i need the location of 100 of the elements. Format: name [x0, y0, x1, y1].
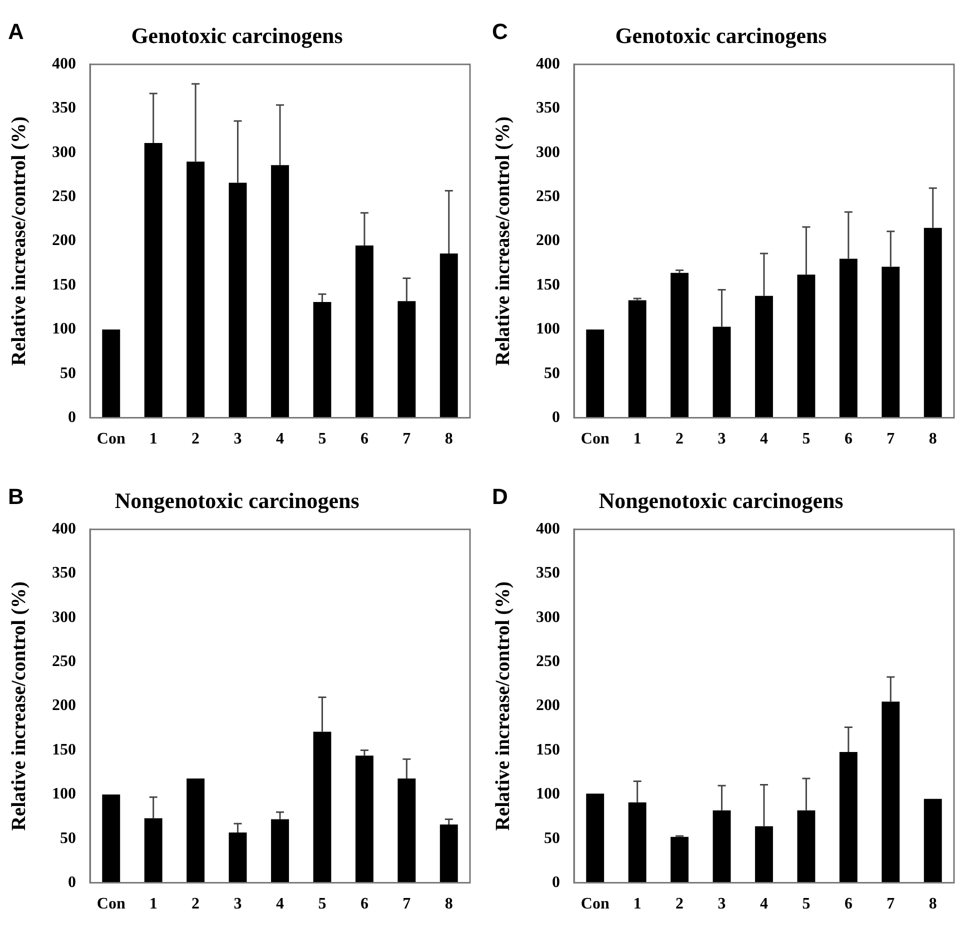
y-tick-label: 200: [52, 697, 76, 714]
x-tick-label: 8: [444, 430, 453, 448]
x-tick-label: 5: [318, 896, 326, 913]
text: A: [8, 19, 24, 44]
text: D: [492, 484, 508, 510]
y-tick-label: 400: [52, 520, 76, 538]
bar: [313, 302, 332, 418]
bar: [755, 826, 773, 883]
x-tick-label: 1: [633, 430, 642, 448]
y-tick-label: 200: [52, 232, 76, 250]
chart-title: Nongenotoxic carcinogens: [114, 488, 360, 513]
bar: [228, 832, 247, 883]
y-tick-label: 50: [544, 830, 560, 847]
x-tick-label: Con: [580, 430, 610, 448]
x-tick-label: 2: [676, 896, 684, 913]
y-tick-label: 0: [68, 874, 76, 891]
y-tick-label: 50: [544, 364, 560, 382]
bar: [924, 798, 942, 883]
x-tick-label: 2: [676, 430, 684, 448]
bar: [839, 752, 858, 883]
y-tick-label: 300: [52, 144, 76, 161]
x-tick-label: 7: [886, 430, 895, 448]
x-tick-label: 5: [318, 430, 326, 448]
y-tick-label: 350: [52, 100, 76, 117]
y-axis-title: Relative increase/control (%): [492, 582, 514, 831]
bar: [628, 300, 646, 418]
chart-title: Genotoxic carcinogens: [131, 22, 344, 48]
bar: [586, 329, 604, 418]
y-tick-label: 100: [536, 786, 560, 803]
y-tick-label: 250: [536, 653, 560, 670]
bar: [797, 810, 816, 883]
bar: [712, 810, 731, 883]
x-tick-label: 3: [718, 430, 726, 448]
bar: [440, 824, 458, 883]
x-tick-label: 1: [633, 896, 642, 913]
bar: [271, 165, 289, 418]
bar: [882, 266, 900, 418]
x-tick-label: 6: [360, 430, 368, 448]
bar: [186, 162, 205, 418]
x-tick-label: Con: [96, 896, 126, 913]
y-tick-label: 50: [60, 830, 76, 847]
bar: [670, 272, 689, 418]
y-tick-label: 400: [536, 56, 560, 73]
bar: [628, 802, 646, 883]
x-tick-label: 4: [760, 896, 768, 913]
x-tick-label: 1: [149, 896, 158, 913]
y-tick-label: 150: [52, 741, 76, 758]
x-tick-label: 2: [192, 430, 200, 448]
bar: [398, 301, 416, 418]
text: B: [8, 484, 24, 510]
x-tick-label: 5: [802, 896, 810, 913]
bar: [924, 228, 942, 418]
x-tick-label: 8: [928, 430, 937, 448]
x-tick-label: 3: [234, 896, 242, 913]
y-tick-label: 150: [536, 741, 560, 758]
y-tick-label: 350: [52, 564, 76, 582]
y-tick-label: 400: [52, 56, 76, 73]
x-tick-label: 8: [444, 896, 453, 913]
x-tick-label: Con: [580, 896, 610, 913]
y-tick-label: 200: [536, 232, 560, 250]
bar: [144, 818, 162, 883]
x-tick-label: 3: [718, 896, 726, 913]
x-tick-label: 3: [234, 430, 242, 448]
y-tick-label: 100: [536, 320, 560, 338]
x-tick-label: 1: [149, 430, 158, 448]
bar: [228, 182, 247, 418]
y-tick-label: 150: [52, 276, 76, 294]
bar: [586, 794, 604, 883]
bar: [102, 794, 120, 883]
y-tick-label: 0: [68, 408, 76, 426]
bar: [313, 732, 332, 883]
bar: [755, 296, 773, 418]
y-tick-label: 0: [552, 874, 560, 891]
bar: [797, 274, 816, 418]
x-tick-label: 7: [886, 896, 895, 913]
x-tick-label: 8: [928, 896, 937, 913]
text: C: [492, 19, 508, 44]
y-tick-label: 250: [52, 653, 76, 670]
bar: [144, 143, 162, 418]
chart-title: Genotoxic carcinogens: [615, 22, 828, 48]
bar: [440, 253, 458, 418]
y-tick-label: 150: [536, 276, 560, 294]
x-tick-label: 4: [276, 896, 284, 913]
x-tick-label: 7: [402, 896, 411, 913]
x-tick-label: 4: [760, 430, 768, 448]
x-tick-label: Con: [96, 430, 126, 448]
bar: [839, 258, 858, 418]
y-tick-label: 250: [52, 188, 76, 206]
y-tick-label: 100: [52, 320, 76, 338]
y-tick-label: 100: [52, 786, 76, 803]
y-tick-label: 300: [536, 608, 560, 626]
bar: [102, 329, 120, 418]
x-tick-label: 4: [276, 430, 284, 448]
y-tick-label: 300: [536, 144, 560, 161]
y-tick-label: 350: [536, 564, 560, 582]
y-tick-label: 0: [552, 408, 560, 426]
y-axis-title: Relative increase/control (%): [8, 582, 30, 831]
y-tick-label: 300: [52, 608, 76, 626]
y-tick-label: 250: [536, 188, 560, 206]
bar: [355, 756, 374, 883]
